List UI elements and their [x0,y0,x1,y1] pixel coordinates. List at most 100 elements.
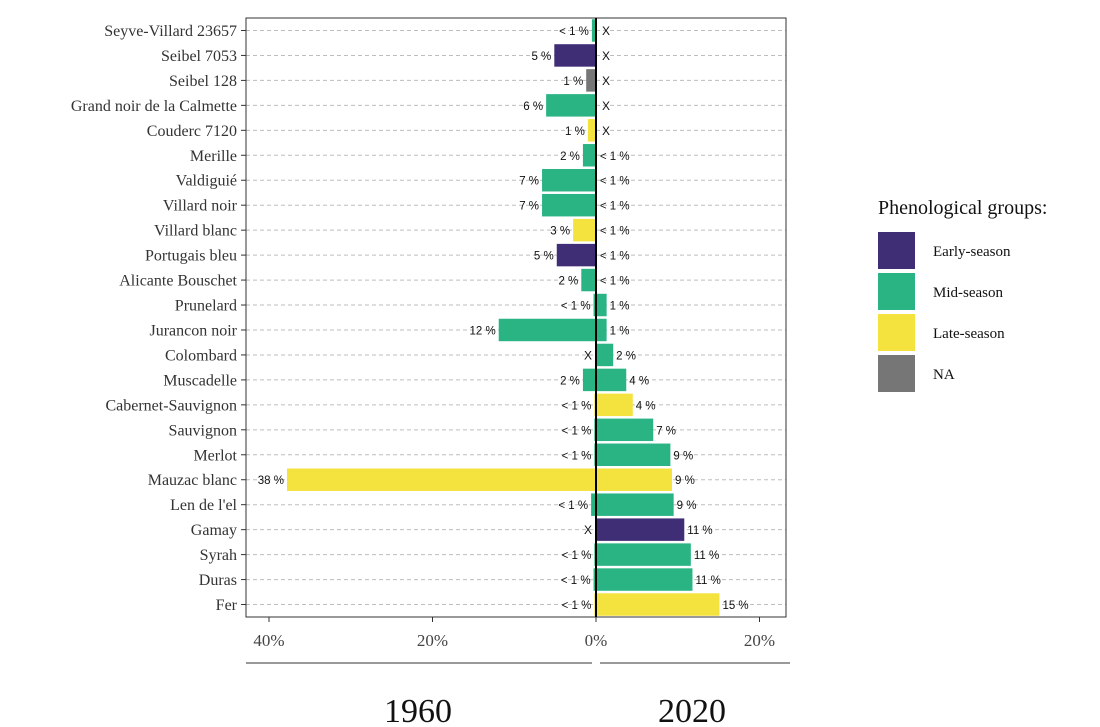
bar-1960 [591,493,596,516]
bar-label-2020: 11 % [695,575,720,587]
legend-label: Early-season [933,244,1011,260]
bar-label-2020: 4 % [636,400,656,412]
bar-label-2020: 11 % [694,550,719,562]
bar-label-1960: < 1 % [562,450,592,462]
bar-label-2020: 9 % [673,450,693,462]
category-label: Jurancon noir [149,322,237,339]
category-label: Sauvignon [169,422,237,439]
bar-2020 [596,493,674,516]
bar-label-1960: 5 % [534,251,554,263]
bar-1960 [591,19,596,42]
category-label: Villard blanc [154,223,237,240]
bar-label-1960: < 1 % [559,26,589,38]
bar-1960 [556,243,596,267]
bar-label-1960: < 1 % [561,575,591,587]
bar-label-1960: 7 % [519,201,539,213]
bar-label-2020: X [602,24,610,38]
bar-1960 [582,368,596,392]
bar-1960 [554,44,596,67]
legend-label: Mid-season [933,285,1003,301]
category-label: Seibel 128 [169,73,237,90]
bar-2020 [596,518,685,541]
category-label: Gamay [191,522,237,539]
bar-label-2020: 9 % [677,500,697,512]
legend-swatch [878,355,915,392]
bar-1960 [586,69,596,92]
bar-1960 [542,193,596,217]
category-label: Colombard [165,347,237,364]
bars [286,19,720,616]
bar-label-2020: 11 % [687,525,712,537]
bar-label-2020: 4 % [629,375,649,387]
bar-2020 [596,568,693,591]
legend-swatch [878,232,915,269]
bar-label-1960: < 1 % [558,500,588,512]
bar-2020 [596,368,627,392]
bar-label-1960: < 1 % [561,301,591,313]
legend-label: Late-season [933,326,1005,342]
bar-1960 [581,268,596,292]
category-label: Valdiguié [176,173,237,190]
bar-2020 [596,593,720,616]
legend-swatch [878,273,915,310]
bar-label-1960: 1 % [563,76,583,88]
category-label: Villard noir [163,198,238,215]
category-labels: Seyve-Villard 23657 Seibel 7053 Seibel 128… [71,23,238,614]
legend-label: NA [933,367,955,383]
category-label: Syrah [200,547,237,564]
bar-label-2020: X [602,74,610,88]
bar-1960 [546,94,596,117]
bar-2020 [596,293,607,317]
bar-label-1960: 2 % [560,151,580,163]
bar-1960 [573,218,596,242]
bar-2020 [596,418,654,442]
bar-2020 [596,443,671,467]
bar-label-1960: 2 % [558,276,578,288]
bar-label-2020: < 1 % [600,251,630,263]
bar-1960 [582,144,596,167]
bar-label-1960: 6 % [523,101,543,113]
category-label: Grand noir de la Calmette [71,98,237,115]
bar-label-2020: 15 % [722,600,748,612]
legend-title: Phenological groups: [878,197,1047,219]
x-tick-label: 20% [417,631,448,650]
bar-2020 [596,343,614,367]
bar-label-2020: < 1 % [600,151,630,163]
category-label: Duras [199,572,237,589]
bar-label-2020: X [602,49,610,63]
bar-label-1960: < 1 % [562,550,592,562]
bar-1960 [593,568,596,591]
category-label: Alicante Bouschet [119,273,237,290]
bar-label-1960: < 1 % [562,400,592,412]
section-label-1960: 1960 [384,693,452,727]
bar-label-2020: 1 % [610,325,630,337]
bar-2020 [596,318,607,342]
x-tick-label: 0% [585,631,608,650]
bar-label-1960: 38 % [258,475,284,487]
bar-1960 [286,468,596,491]
bar-1960 [593,293,596,317]
bar-label-1960: 2 % [560,375,580,387]
bar-1960 [587,119,596,142]
category-label: Muscadelle [163,372,237,389]
bar-label-1960: 7 % [519,176,539,188]
category-label: Merlot [193,447,237,464]
category-label: Portugais bleu [145,248,237,265]
bar-label-2020: < 1 % [600,176,630,188]
bar-2020 [596,468,673,491]
bar-1960 [542,168,596,192]
category-label: Mauzac blanc [148,472,237,489]
bar-2020 [596,543,691,566]
category-label: Len de l'el [170,497,237,514]
section-label-2020: 2020 [658,693,726,727]
bar-label-1960: 5 % [531,51,551,63]
x-tick-label: 40% [253,631,284,650]
bar-label-2020: < 1 % [600,201,630,213]
legend: Phenological groups: Early-season Mid-seas… [878,197,1047,392]
category-label: Seyve-Villard 23657 [104,23,237,40]
bar-label-1960: < 1 % [562,600,592,612]
bar-label-1960: < 1 % [562,425,592,437]
value-labels: < 1 % X 5 % X 1 % X 6 % X 1 % X 2 % < 1 % 7 % < 1 % 7 … [258,24,749,612]
category-label: Seibel 7053 [161,48,237,65]
